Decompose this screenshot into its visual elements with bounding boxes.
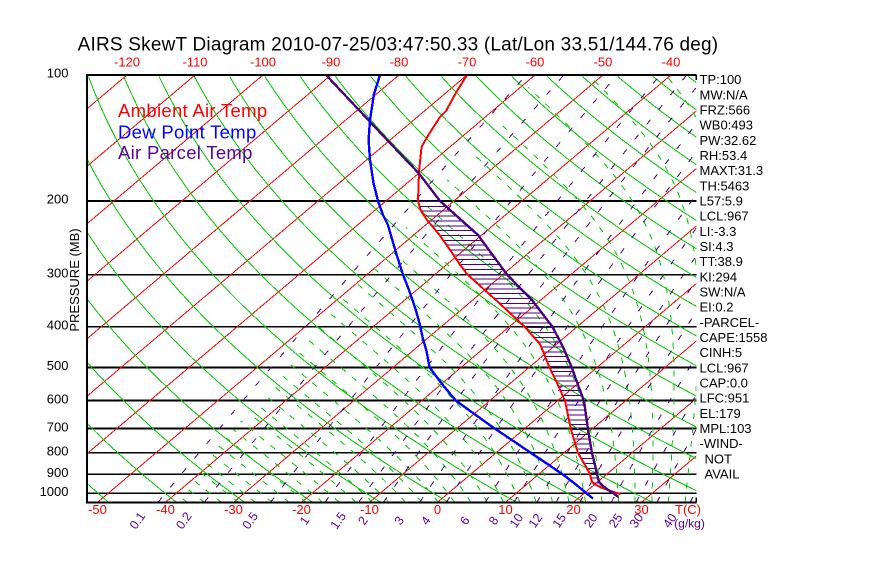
svg-text:400: 400 (47, 318, 69, 333)
svg-text:L57:5.9: L57:5.9 (700, 194, 743, 209)
svg-text:LCL:967: LCL:967 (700, 360, 749, 375)
svg-text:LCL:967: LCL:967 (700, 209, 749, 224)
svg-text:10: 10 (498, 502, 512, 517)
svg-text:0: 0 (434, 502, 441, 517)
svg-text:Dew Point Temp: Dew Point Temp (118, 121, 257, 142)
svg-text:-PARCEL-: -PARCEL- (700, 315, 760, 330)
svg-text:SI:4.3: SI:4.3 (700, 239, 734, 254)
svg-text:300: 300 (47, 265, 69, 280)
svg-text:10: 10 (507, 511, 526, 530)
svg-text:MAXT:31.3: MAXT:31.3 (700, 163, 764, 178)
svg-text:MPL:103: MPL:103 (700, 421, 752, 436)
svg-text:-80: -80 (390, 55, 409, 70)
svg-text:-110: -110 (182, 55, 207, 70)
svg-text:RH:53.4: RH:53.4 (700, 148, 748, 163)
svg-text:15: 15 (550, 511, 569, 530)
svg-text:100: 100 (47, 66, 69, 81)
svg-text:Ambient Air Temp: Ambient Air Temp (118, 100, 267, 121)
svg-text:Air Parcel Temp: Air Parcel Temp (118, 142, 253, 163)
svg-text:AVAIL: AVAIL (705, 467, 740, 482)
svg-text:-120: -120 (114, 55, 140, 70)
svg-text:20: 20 (581, 511, 600, 530)
svg-text:-20: -20 (292, 502, 311, 517)
svg-text:20: 20 (566, 502, 580, 517)
svg-text:800: 800 (47, 444, 69, 459)
svg-text:MW:N/A: MW:N/A (700, 87, 748, 102)
svg-text:SW:N/A: SW:N/A (700, 285, 746, 300)
svg-text:-60: -60 (526, 55, 545, 70)
svg-text:FRZ:566: FRZ:566 (700, 102, 751, 117)
svg-text:-50: -50 (88, 502, 107, 517)
svg-text:500: 500 (47, 358, 69, 373)
svg-text:12: 12 (526, 511, 545, 530)
svg-text:LI:-3.3: LI:-3.3 (700, 224, 737, 239)
svg-text:700: 700 (47, 419, 69, 434)
svg-text:CINH:5: CINH:5 (700, 345, 743, 360)
svg-text:T(C): T(C) (675, 502, 701, 517)
svg-text:WB0:493: WB0:493 (700, 118, 753, 133)
svg-text:LFC:951: LFC:951 (700, 391, 750, 406)
svg-text:-70: -70 (458, 55, 477, 70)
svg-text:KI:294: KI:294 (700, 269, 738, 284)
svg-text:200: 200 (47, 192, 69, 207)
svg-text:600: 600 (47, 391, 69, 406)
svg-text:EI:0.2: EI:0.2 (700, 300, 734, 315)
svg-text:TP:100: TP:100 (700, 72, 742, 87)
svg-text:-100: -100 (250, 55, 276, 70)
svg-text:-90: -90 (322, 55, 341, 70)
svg-text:AIRS SkewT Diagram 2010-07-25/: AIRS SkewT Diagram 2010-07-25/03:47:50.3… (78, 34, 719, 55)
svg-text:-WIND-: -WIND- (700, 436, 743, 451)
svg-text:CAP:0.0: CAP:0.0 (700, 376, 748, 391)
svg-text:40: 40 (660, 511, 679, 530)
svg-text:900: 900 (47, 465, 69, 480)
svg-text:-40: -40 (156, 502, 175, 517)
svg-text:TH:5463: TH:5463 (700, 178, 750, 193)
svg-text:30: 30 (627, 511, 646, 530)
svg-text:-10: -10 (360, 502, 379, 517)
svg-text:-30: -30 (224, 502, 243, 517)
svg-text:25: 25 (606, 511, 625, 530)
svg-text:1000: 1000 (40, 484, 69, 499)
svg-text:30: 30 (634, 502, 648, 517)
svg-text:-50: -50 (594, 55, 613, 70)
svg-text:EL:179: EL:179 (700, 406, 741, 421)
svg-text:CAPE:1558: CAPE:1558 (700, 330, 768, 345)
svg-text:TT:38.9: TT:38.9 (700, 254, 743, 269)
svg-text:-40: -40 (662, 55, 681, 70)
svg-text:PRESSURE (MB): PRESSURE (MB) (67, 228, 82, 331)
svg-text:NOT: NOT (705, 451, 733, 466)
svg-text:PW:32.62: PW:32.62 (700, 133, 757, 148)
svg-text:(g/kg): (g/kg) (674, 517, 705, 531)
